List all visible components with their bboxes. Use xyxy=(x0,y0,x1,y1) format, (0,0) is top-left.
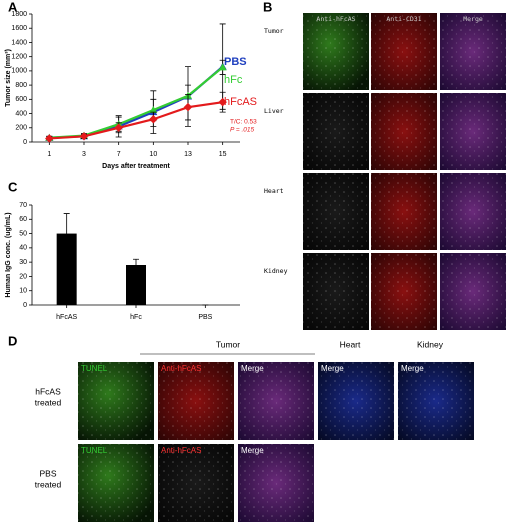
micrograph-texture xyxy=(440,93,506,170)
micrograph-texture xyxy=(303,253,369,330)
x-tick-label: PBS xyxy=(198,314,212,321)
annotation: P = .015 xyxy=(230,127,255,134)
image-label: TUNEL xyxy=(81,364,108,373)
marker xyxy=(218,63,227,71)
column-label: Anti-hFcAS xyxy=(316,15,355,23)
y-tick-label: 20 xyxy=(19,273,27,280)
y-tick-label: 30 xyxy=(19,259,27,266)
y-tick-label: 600 xyxy=(15,96,27,103)
x-tick-label: hFcAS xyxy=(56,314,77,321)
panel-label: B xyxy=(263,0,272,14)
column-header: Kidney xyxy=(417,339,444,349)
row-label: Kidney xyxy=(264,267,288,275)
y-tick-label: 1400 xyxy=(11,39,27,46)
series-label: hFc xyxy=(224,74,243,86)
x-tick-label: 7 xyxy=(117,151,121,158)
micrograph-texture xyxy=(303,173,369,250)
bar xyxy=(126,265,146,305)
y-axis-title: Human IgG conc. (ug/mL) xyxy=(5,212,12,297)
y-tick-label: 1600 xyxy=(11,25,27,32)
micrograph-texture xyxy=(398,362,474,440)
column-label: Anti-CD31 xyxy=(386,15,421,23)
series-line xyxy=(49,66,224,139)
micrograph-texture xyxy=(440,13,506,90)
panel-label: C xyxy=(8,179,18,194)
y-axis-title: Tumor size (mm³) xyxy=(5,49,12,107)
y-tick-label: 0 xyxy=(23,302,27,309)
micrograph-texture xyxy=(440,173,506,250)
y-tick-label: 70 xyxy=(19,202,27,209)
y-tick-label: 1000 xyxy=(11,68,27,75)
panel-label: D xyxy=(8,333,17,348)
series-line xyxy=(49,101,223,140)
column-header: Heart xyxy=(340,339,361,349)
series-line xyxy=(49,65,224,139)
marker xyxy=(183,102,193,112)
x-tick-label: 15 xyxy=(219,151,227,158)
image-label: Merge xyxy=(321,364,344,373)
micrograph-texture xyxy=(158,362,234,440)
micrograph-texture xyxy=(318,362,394,440)
micrograph-texture xyxy=(303,93,369,170)
error-bar xyxy=(63,213,70,254)
marker xyxy=(149,115,158,124)
marker xyxy=(114,123,123,133)
image-label: Merge xyxy=(241,446,264,455)
x-tick-label: 13 xyxy=(184,151,192,158)
x-tick-label: 3 xyxy=(82,151,86,158)
micrograph-texture xyxy=(371,253,437,330)
y-tick-label: 60 xyxy=(19,216,27,223)
row-label: treated xyxy=(35,479,62,489)
y-tick-label: 10 xyxy=(19,288,27,295)
row-label: Tumor xyxy=(264,27,284,35)
row-label: PBS xyxy=(39,468,56,478)
image-label: Merge xyxy=(241,364,264,373)
error-bar xyxy=(133,258,139,272)
row-label: hFcAS xyxy=(35,386,61,396)
row-label: Liver xyxy=(264,107,284,115)
micrograph-texture xyxy=(158,444,234,522)
y-tick-label: 40 xyxy=(19,245,27,252)
image-label: TUNEL xyxy=(81,446,108,455)
x-tick-label: hFc xyxy=(130,314,142,321)
column-label: Merge xyxy=(463,15,483,23)
x-axis-title: Days after treatment xyxy=(102,163,170,170)
x-tick-label: 10 xyxy=(149,151,157,158)
panel-label: A xyxy=(8,0,18,14)
marker xyxy=(79,132,89,141)
y-tick-label: 0 xyxy=(23,139,27,146)
micrograph-texture xyxy=(303,13,369,90)
marker xyxy=(149,106,158,113)
micrograph-texture xyxy=(238,362,314,440)
micrograph-texture xyxy=(371,13,437,90)
y-tick-label: 1800 xyxy=(11,11,27,18)
micrograph-texture xyxy=(238,444,314,522)
annotation: T/C: 0.53 xyxy=(230,119,257,126)
micrograph-texture xyxy=(78,362,154,440)
y-tick-label: 800 xyxy=(15,82,27,89)
y-tick-label: 1200 xyxy=(11,54,27,61)
marker xyxy=(45,134,54,143)
image-label: Anti-hFcAS xyxy=(161,364,201,373)
marker xyxy=(218,97,227,107)
micrograph-texture xyxy=(371,93,437,170)
image-label: Merge xyxy=(401,364,424,373)
series-label: PBS xyxy=(224,56,247,68)
row-label: Heart xyxy=(264,187,284,195)
column-header: Tumor xyxy=(216,339,240,349)
micrograph-texture xyxy=(78,444,154,522)
micrograph-texture xyxy=(440,253,506,330)
y-tick-label: 200 xyxy=(15,125,27,132)
micrograph-texture xyxy=(371,173,437,250)
row-label: treated xyxy=(35,397,62,407)
image-label: Anti-hFcAS xyxy=(161,446,201,455)
y-tick-label: 400 xyxy=(15,110,27,117)
series-label: hFcAS xyxy=(224,96,257,108)
x-tick-label: 1 xyxy=(47,151,51,158)
bar xyxy=(56,233,77,305)
y-tick-label: 50 xyxy=(19,230,27,237)
